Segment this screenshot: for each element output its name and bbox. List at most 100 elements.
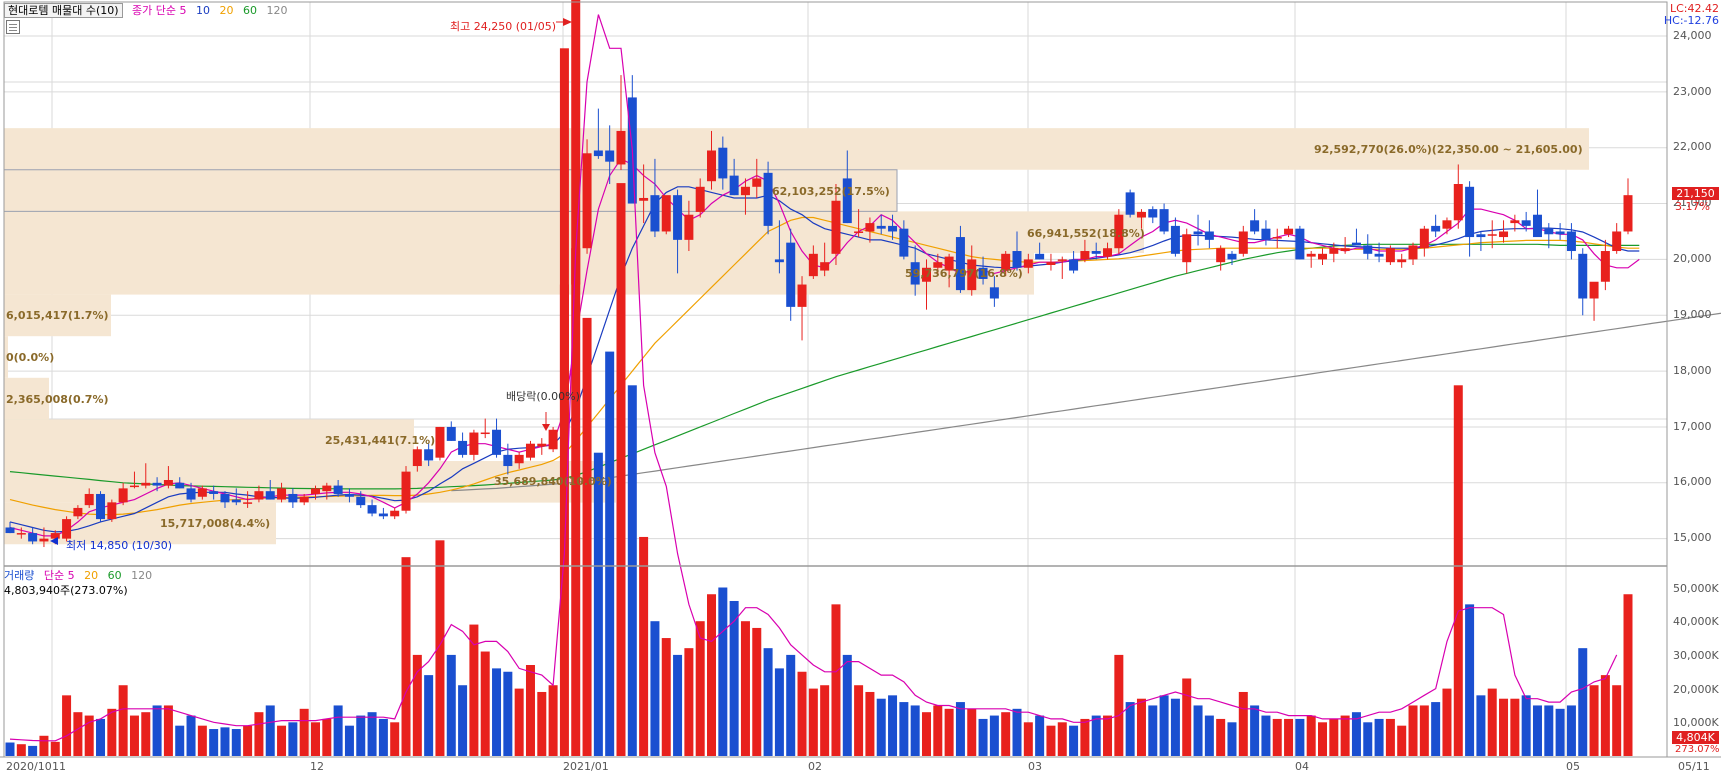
- volume-bar: [1216, 718, 1226, 756]
- candle-body: [1306, 253, 1316, 257]
- profile-band: [4, 419, 414, 462]
- ma-legend-60: 60: [243, 4, 258, 17]
- candle-body: [1057, 259, 1067, 261]
- candle-body: [503, 454, 513, 467]
- volume-bar: [1193, 705, 1203, 756]
- candle-body: [1385, 248, 1395, 263]
- profile-label-6: 0(0.0%): [6, 351, 55, 364]
- volume-bar: [786, 654, 796, 756]
- volume-bar: [1408, 705, 1418, 756]
- y-tick: 24,000: [1673, 29, 1712, 42]
- candle-body: [537, 443, 547, 447]
- candle-body: [1035, 253, 1045, 260]
- candle-body: [277, 488, 287, 500]
- vol-ma-legend-5: 단순 5: [43, 569, 75, 582]
- vol-tick: 10,000K: [1673, 716, 1719, 729]
- volume-bar: [39, 735, 49, 756]
- candle-body: [344, 493, 354, 497]
- high-arrow: [563, 18, 572, 26]
- candle-body: [141, 482, 151, 486]
- candle-body: [175, 482, 185, 489]
- candle-body: [1442, 220, 1452, 229]
- candle-body: [186, 488, 196, 500]
- profile-label-4: 59,736,797(16.8%): [905, 267, 1023, 280]
- volume-bar: [673, 654, 683, 756]
- volume-bar: [243, 725, 253, 756]
- candle-body: [1091, 251, 1101, 254]
- candle-body: [582, 153, 592, 249]
- candle-body: [1510, 220, 1520, 224]
- volume-bar: [933, 705, 943, 756]
- candle-body: [933, 262, 943, 268]
- volume-bar: [344, 725, 354, 756]
- volume-bar: [1487, 688, 1497, 756]
- volume-bar: [707, 594, 717, 756]
- volume-bar: [1125, 702, 1135, 756]
- volume-bar: [1091, 715, 1101, 756]
- volume-bar: [1600, 675, 1610, 756]
- volume-bar: [695, 621, 705, 756]
- volume-bar: [537, 691, 547, 756]
- volume-bar: [163, 705, 173, 756]
- candle-body: [910, 262, 920, 285]
- volume-bar: [1136, 698, 1146, 756]
- candle-body: [1544, 228, 1554, 235]
- candle-body: [1046, 262, 1056, 265]
- candle-body: [299, 496, 309, 503]
- volume-ma-line: [9, 14, 1618, 742]
- candle-body: [1159, 209, 1169, 232]
- volume-bar: [774, 668, 784, 756]
- profile-band: [4, 169, 897, 212]
- ma-legend-5: 종가 단순 5: [132, 4, 187, 17]
- x-tick: 12: [310, 760, 324, 773]
- low-annotation: 최저 14,850 (10/30): [66, 539, 173, 552]
- candle-body: [1578, 253, 1588, 299]
- volume-bar: [559, 48, 569, 757]
- profile-label-8: 25,431,441(7.1%): [325, 434, 436, 447]
- x-tick: 03: [1028, 760, 1042, 773]
- grid-icon[interactable]: [6, 20, 20, 34]
- volume-bar: [141, 712, 151, 756]
- volume-bar: [378, 718, 388, 756]
- candle-body: [288, 493, 298, 503]
- volume-bar: [627, 385, 637, 756]
- volume-bar: [729, 600, 739, 756]
- x-tick: 05/11: [1678, 760, 1710, 773]
- candle-body: [888, 225, 898, 232]
- candle-body: [650, 195, 660, 232]
- volume-bar: [718, 587, 728, 756]
- candle-body: [1600, 251, 1610, 282]
- volume-bar: [797, 671, 807, 756]
- y-tick: 22,000: [1673, 140, 1712, 153]
- candle-body: [458, 440, 468, 455]
- candle-body: [786, 242, 796, 307]
- candle-body: [1555, 231, 1565, 235]
- profile-band: [4, 461, 616, 503]
- candle-body: [1374, 253, 1384, 257]
- volume-bar: [299, 708, 309, 756]
- candle-body: [220, 493, 230, 503]
- volume-bar: [639, 536, 649, 756]
- candle-body: [333, 485, 343, 494]
- candle-body: [673, 195, 683, 240]
- candle-body: [684, 214, 694, 240]
- y-tick: 15,000: [1673, 531, 1712, 544]
- candle-body: [401, 471, 411, 511]
- candle-body: [1408, 245, 1418, 260]
- profile-band: [4, 252, 1034, 295]
- volume-bar: [1329, 718, 1339, 756]
- candle-body: [639, 197, 649, 201]
- volume-bar: [967, 708, 977, 756]
- candle-body: [752, 178, 762, 187]
- ma-legend-120: 120: [266, 4, 288, 17]
- volume-bar: [740, 621, 750, 756]
- candle-body: [39, 538, 49, 542]
- candle-body: [944, 256, 954, 271]
- volume-bar: [310, 722, 320, 756]
- profile-band: [4, 377, 49, 420]
- stock-title[interactable]: 현대로템 매물대 수(10): [4, 3, 123, 18]
- candle-body: [1080, 251, 1090, 260]
- candle-body: [1170, 225, 1180, 254]
- candle-body: [1612, 231, 1622, 252]
